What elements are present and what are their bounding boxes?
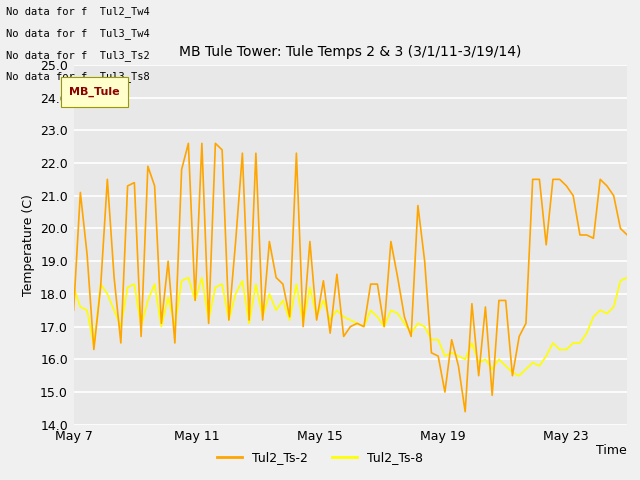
Y-axis label: Temperature (C): Temperature (C) bbox=[22, 194, 35, 296]
Text: No data for f  Tul3_Ts8: No data for f Tul3_Ts8 bbox=[6, 71, 150, 82]
Text: MB_Tule: MB_Tule bbox=[69, 86, 120, 97]
Title: MB Tule Tower: Tule Temps 2 & 3 (3/1/11-3/19/14): MB Tule Tower: Tule Temps 2 & 3 (3/1/11-… bbox=[179, 46, 522, 60]
Text: No data for f  Tul2_Tw4: No data for f Tul2_Tw4 bbox=[6, 6, 150, 17]
Legend: Tul2_Ts-2, Tul2_Ts-8: Tul2_Ts-2, Tul2_Ts-8 bbox=[212, 446, 428, 469]
Text: No data for f  Tul3_Ts2: No data for f Tul3_Ts2 bbox=[6, 49, 150, 60]
Text: Time: Time bbox=[596, 444, 627, 456]
Text: No data for f  Tul3_Tw4: No data for f Tul3_Tw4 bbox=[6, 28, 150, 39]
